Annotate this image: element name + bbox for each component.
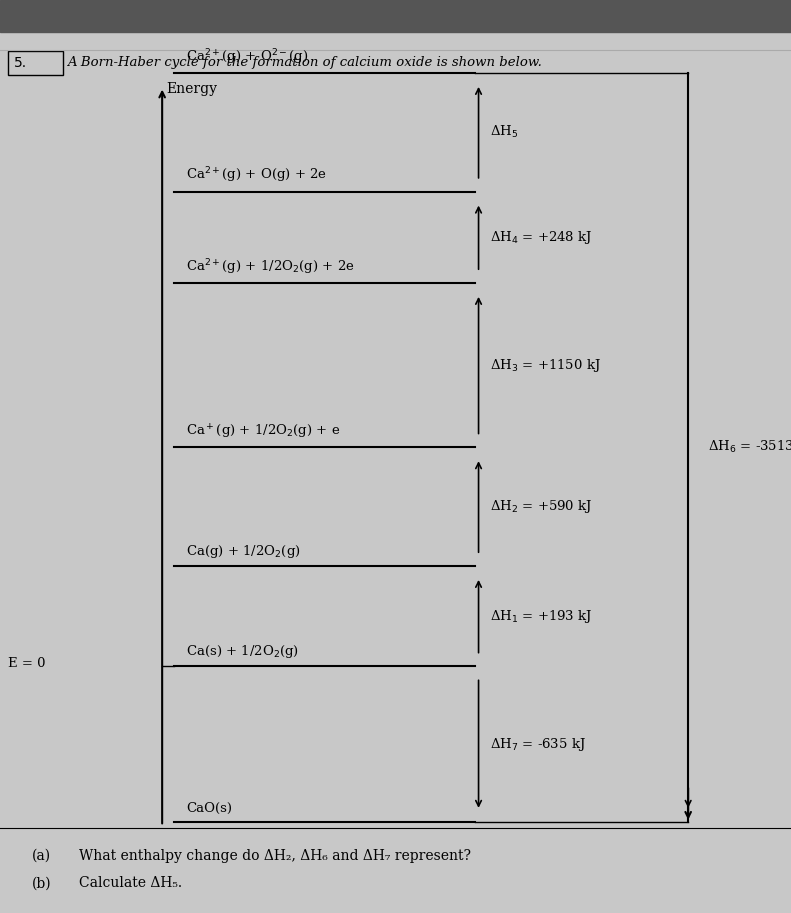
- Text: Energy: Energy: [166, 82, 217, 96]
- Text: (b): (b): [32, 876, 51, 890]
- Text: (a): (a): [32, 849, 51, 863]
- Text: ΔH$_1$ = +193 kJ: ΔH$_1$ = +193 kJ: [490, 608, 592, 624]
- Text: ΔH$_6$ = -3513 k: ΔH$_6$ = -3513 k: [708, 439, 791, 456]
- Text: ΔH$_4$ = +248 kJ: ΔH$_4$ = +248 kJ: [490, 229, 592, 246]
- Text: Ca(g) + 1/2O$_2$(g): Ca(g) + 1/2O$_2$(g): [186, 542, 301, 560]
- Bar: [8, 51, 63, 75]
- Text: Calculate ΔH₅.: Calculate ΔH₅.: [79, 876, 182, 890]
- Text: Ca(s) + 1/2O$_2$(g): Ca(s) + 1/2O$_2$(g): [186, 643, 299, 660]
- Text: ΔH$_2$ = +590 kJ: ΔH$_2$ = +590 kJ: [490, 498, 592, 515]
- Text: CaO(s): CaO(s): [186, 803, 232, 815]
- Text: ΔH$_3$ = +1150 kJ: ΔH$_3$ = +1150 kJ: [490, 357, 601, 373]
- Text: E = 0: E = 0: [8, 657, 45, 670]
- Text: Ca$^+$(g) + 1/2O$_2$(g) + e: Ca$^+$(g) + 1/2O$_2$(g) + e: [186, 423, 340, 441]
- Text: Ca$^{2+}$(g) + 1/2O$_2$(g) + 2e: Ca$^{2+}$(g) + 1/2O$_2$(g) + 2e: [186, 257, 354, 277]
- Text: ΔH$_5$: ΔH$_5$: [490, 124, 519, 141]
- Text: ΔH$_7$ = -635 kJ: ΔH$_7$ = -635 kJ: [490, 736, 586, 752]
- Text: What enthalpy change do ΔH₂, ΔH₆ and ΔH₇ represent?: What enthalpy change do ΔH₂, ΔH₆ and ΔH₇…: [79, 849, 471, 863]
- Bar: [0, 0, 791, 32]
- Text: Ca$^{2+}$(g) + O$^{2-}$(g): Ca$^{2+}$(g) + O$^{2-}$(g): [186, 47, 308, 67]
- Text: Ca$^{2+}$(g) + O(g) + 2e: Ca$^{2+}$(g) + O(g) + 2e: [186, 166, 327, 185]
- Text: A Born-Haber cycle for the formation of calcium oxide is shown below.: A Born-Haber cycle for the formation of …: [67, 57, 542, 69]
- Text: 5.: 5.: [14, 56, 28, 70]
